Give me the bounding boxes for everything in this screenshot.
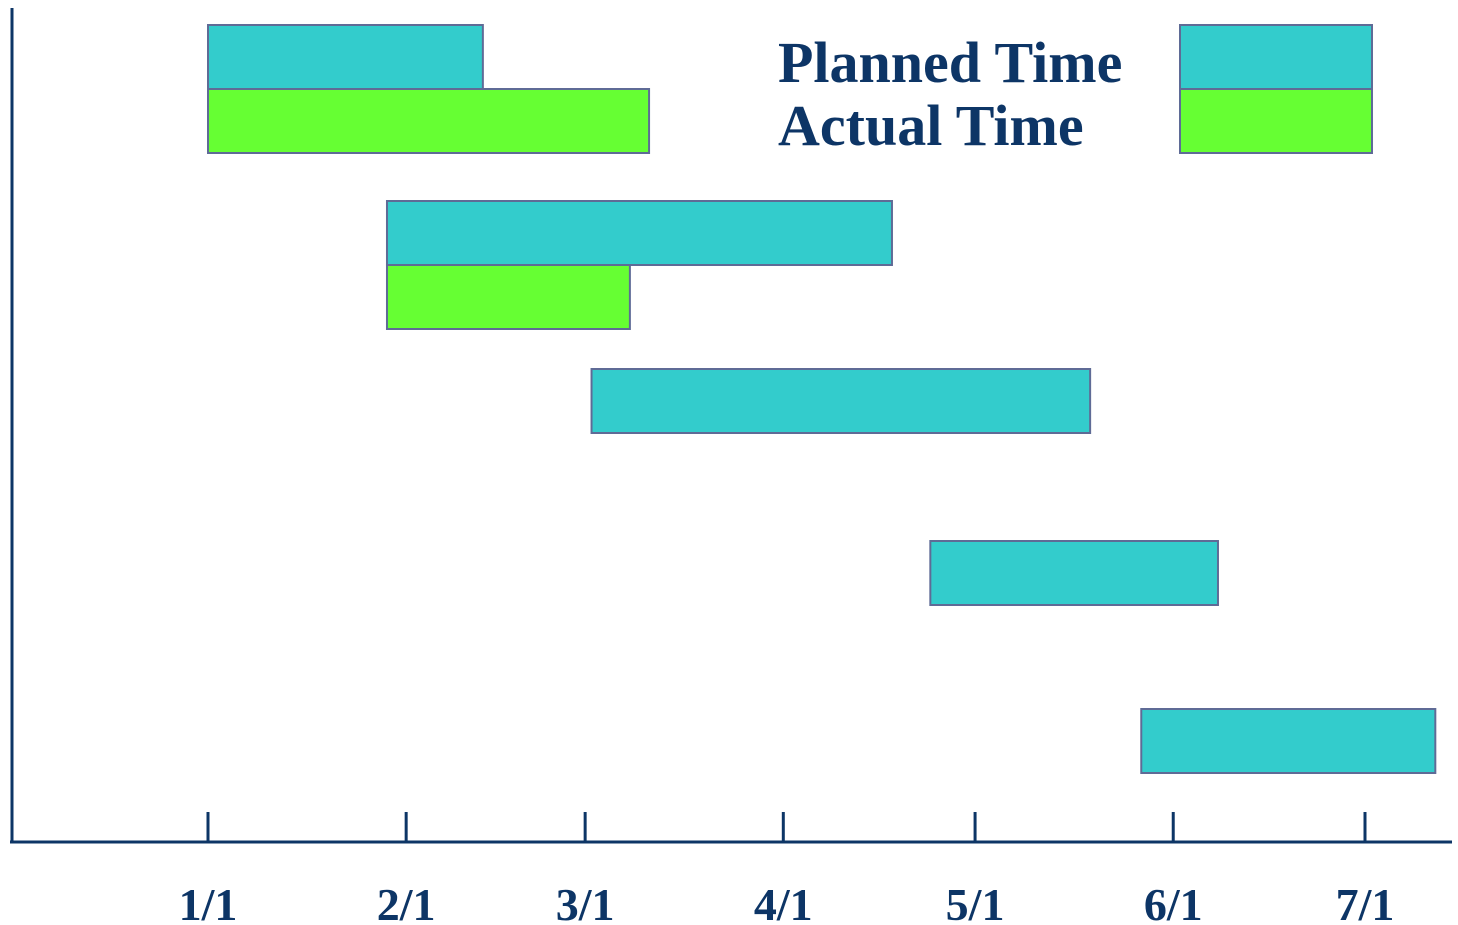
- legend-label: Planned Time: [778, 30, 1122, 95]
- task-bars: [207, 24, 1437, 774]
- x-tick-label: 2/1: [377, 879, 436, 925]
- legend-label: Actual Time: [778, 93, 1084, 158]
- planned-bar: [207, 24, 484, 90]
- x-tick-label: 3/1: [556, 879, 615, 925]
- x-axis-ticks: 1/1 2/1 3/1 4/1 5/1 6/1 7/1: [179, 812, 1395, 925]
- actual-bar: [207, 88, 651, 154]
- legend-swatch: [1179, 24, 1373, 90]
- planned-bar: [929, 540, 1219, 606]
- actual-bar: [385, 264, 631, 330]
- planned-bar: [590, 368, 1092, 434]
- planned-bar: [1140, 708, 1437, 774]
- legend-swatch: [1179, 88, 1373, 154]
- x-tick-label: 5/1: [946, 879, 1005, 925]
- x-tick-label: 7/1: [1336, 879, 1395, 925]
- x-tick-label: 6/1: [1144, 879, 1203, 925]
- x-tick-label: 4/1: [754, 879, 813, 925]
- planned-bar: [385, 200, 893, 266]
- x-tick-label: 1/1: [179, 879, 238, 925]
